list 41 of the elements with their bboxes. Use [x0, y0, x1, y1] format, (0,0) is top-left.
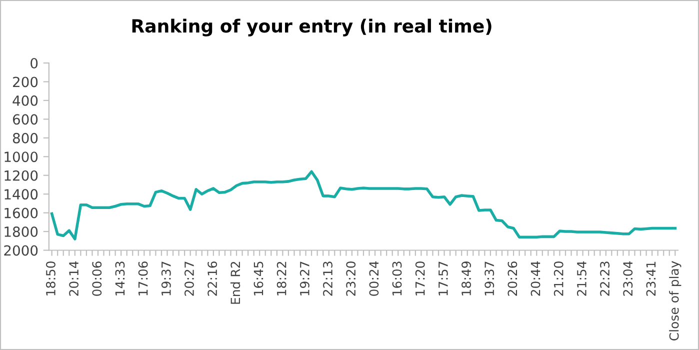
y-tick-label: 1800	[4, 226, 38, 237]
x-tick-label: 16:45	[254, 262, 264, 296]
x-tick-label: 17:20	[415, 261, 425, 296]
chart-title: Ranking of your entry (in real time)	[132, 18, 492, 36]
x-tick-label: 20:44	[530, 261, 540, 296]
y-tick-label: 600	[12, 114, 38, 125]
x-tick-label: Close of play	[669, 261, 682, 340]
x-tick-label: 18:49	[462, 262, 471, 296]
x-tick-label: 17:57	[438, 262, 448, 296]
y-tick-label: 1000	[4, 152, 38, 162]
x-tick-label: 18:22	[276, 262, 286, 296]
x-tick-label: 23:04	[623, 261, 633, 296]
x-tick-label: 20:27	[184, 262, 194, 296]
x-tick-label: 20:14	[69, 261, 79, 296]
x-tick-label: 14:33	[115, 262, 125, 296]
x-tick-label: 21:20	[554, 261, 564, 296]
y-tick-label: 1400	[4, 189, 38, 200]
y-tick-label: 0	[30, 58, 38, 68]
x-tick-label: 22:16	[208, 261, 218, 296]
x-tick-label: 20:26	[508, 261, 518, 296]
x-tick-label: 17:06	[138, 261, 148, 296]
y-tick-label: 200	[13, 76, 38, 88]
x-tick-label: 19:37	[484, 262, 494, 296]
x-tick-label: 00:06	[92, 261, 102, 296]
x-tick-label: 19:37	[161, 262, 171, 296]
y-tick-label: 2000	[4, 245, 38, 256]
y-tick-label: 1600	[4, 208, 38, 218]
x-tick-label: 21:54	[576, 261, 586, 296]
x-tick-label: End R2	[230, 262, 240, 304]
y-tick-label: 400	[12, 95, 38, 106]
y-tick-label: 800	[12, 132, 38, 144]
x-tick-label: 22:13	[323, 262, 332, 296]
x-tick-label: 22:23	[600, 262, 610, 296]
x-tick-label: 18:50	[46, 261, 56, 296]
x-tick-label: 19:27	[300, 262, 310, 296]
line-series	[50, 170, 677, 240]
y-tick-label: 1200	[4, 170, 38, 181]
x-tick-label: 00:24	[369, 261, 379, 296]
x-tick-label: 16:03	[392, 262, 402, 296]
x-tick-label: 23:20	[346, 261, 356, 296]
x-tick-label: 23:41	[646, 262, 656, 296]
